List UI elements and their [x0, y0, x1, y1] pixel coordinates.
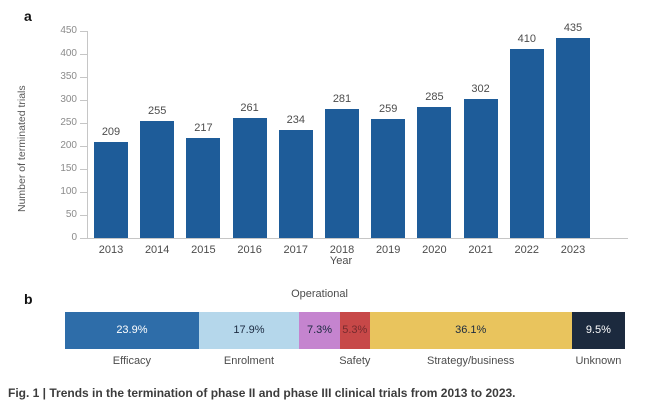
x-tick-label-2021: 2021	[468, 244, 493, 256]
y-tick-mark	[80, 31, 87, 32]
x-tick-label-2018: 2018	[329, 244, 355, 256]
x-tick-label-2019: 2019	[375, 244, 401, 256]
y-tick-mark	[80, 123, 87, 124]
segment-percentage: 17.9%	[233, 324, 265, 336]
bar-2014	[140, 120, 175, 238]
y-tick-mark	[80, 238, 87, 239]
segment-label-enrolment: Enrolment	[223, 355, 275, 367]
segment-label-operational: Operational	[291, 288, 348, 300]
x-axis-line	[87, 238, 628, 239]
y-tick-mark	[80, 146, 87, 147]
bar-2020	[417, 106, 452, 238]
y-axis-line	[87, 31, 88, 239]
figure-caption: Fig. 1 | Trends in the termination of ph…	[8, 386, 516, 400]
segment-efficacy: 23.9%	[65, 312, 199, 349]
segment-percentage: 23.9%	[116, 324, 148, 336]
bar-2022	[509, 49, 544, 238]
y-tick-label: 350	[60, 71, 77, 82]
y-tick-mark	[80, 215, 87, 216]
bar-value-label: 209	[101, 125, 121, 138]
bar-2019	[371, 118, 406, 238]
bar-value-label: 259	[379, 102, 398, 115]
panel-b: b 23.9% 17.9% 7.3% 5.3% 36.1% 9.5% Efficacy En…	[0, 283, 650, 383]
bar-value-label: 285	[425, 90, 444, 103]
x-tick-label-2015: 2015	[191, 244, 216, 256]
bar-2021	[463, 99, 498, 238]
segment-enrolment: 17.9%	[198, 312, 300, 349]
panel-b-letter: b	[24, 291, 33, 307]
x-tick-label-2017: 2017	[283, 244, 309, 256]
y-tick-mark	[80, 77, 87, 78]
y-tick-label: 250	[60, 117, 77, 128]
y-tick-label: 300	[60, 94, 77, 105]
bar-value-label: 281	[332, 92, 352, 105]
x-tick-label-2020: 2020	[422, 244, 447, 256]
segment-label-unknown: Unknown	[575, 355, 622, 367]
panel-a: a Number of terminated trials 0 50 100 150 2…	[16, 8, 628, 267]
bar-value-label: 255	[148, 104, 167, 117]
bar-2016	[232, 117, 267, 238]
segment-unknown: 9.5%	[571, 312, 625, 349]
bar-value-label: 435	[563, 21, 583, 34]
y-tick-label: 100	[60, 186, 77, 197]
segment-strategy-business: 36.1%	[369, 312, 572, 349]
bar-2023	[556, 37, 590, 238]
x-tick-label-2014: 2014	[144, 244, 170, 256]
segment-operational: 7.3%	[299, 312, 340, 349]
y-tick-mark	[80, 192, 87, 193]
x-tick-label-2016: 2016	[237, 244, 262, 256]
y-tick-label: 450	[60, 25, 77, 36]
y-tick-label: 150	[60, 163, 77, 174]
segment-percentage: 5.3%	[342, 324, 368, 336]
segment-percentage: 7.3%	[306, 324, 333, 336]
y-tick-label: 200	[60, 140, 77, 151]
panel-a-letter: a	[24, 8, 32, 24]
segment-percentage: 36.1%	[455, 324, 487, 336]
segment-percentage: 9.5%	[585, 324, 611, 336]
bar-2013	[94, 141, 128, 238]
y-tick-label: 50	[65, 209, 77, 220]
bar-2017	[278, 130, 313, 238]
x-tick-label-2022: 2022	[514, 244, 540, 256]
bar-2015	[186, 138, 221, 238]
segment-label-efficacy: Efficacy	[112, 355, 152, 367]
x-tick-label-2013: 2013	[98, 244, 124, 256]
segment-safety: 5.3%	[339, 312, 370, 349]
y-tick-label: 0	[71, 232, 77, 243]
bar-value-label: 217	[194, 122, 213, 135]
x-axis-title: Year	[329, 255, 353, 267]
bar-value-label: 302	[471, 83, 490, 96]
stacked-bar: 23.9% 17.9% 7.3% 5.3% 36.1% 9.5%	[65, 312, 625, 349]
bar-value-label: 410	[517, 33, 536, 46]
y-tick-mark	[80, 169, 87, 170]
y-tick-mark	[80, 100, 87, 101]
y-tick-label: 400	[60, 48, 77, 59]
bar-value-label: 234	[286, 114, 305, 127]
x-tick-label-2023: 2023	[560, 244, 586, 256]
bar-value-label: 261	[240, 101, 259, 114]
y-axis-title: Number of terminated trials	[16, 85, 28, 212]
segment-label-safety: Safety	[339, 355, 371, 367]
y-tick-mark	[80, 54, 87, 55]
segment-label-strategy-business: Strategy/business	[427, 355, 515, 367]
bar-2018	[325, 108, 359, 238]
